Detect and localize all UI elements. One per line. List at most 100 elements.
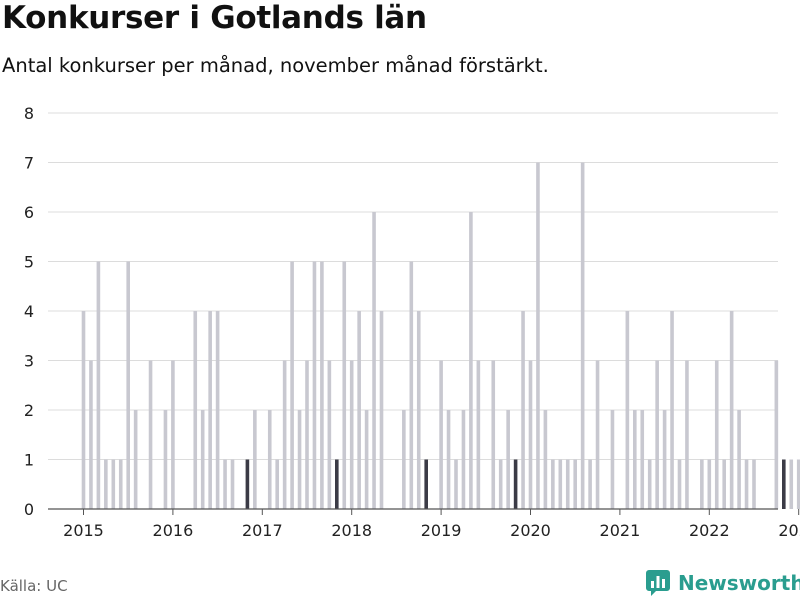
bar	[133, 410, 138, 509]
bar	[737, 410, 741, 509]
bar	[215, 311, 220, 509]
bar	[282, 360, 287, 509]
y-tick-label: 8	[24, 104, 34, 123]
bar	[677, 459, 682, 509]
x-tick-label: 2017	[242, 521, 283, 540]
x-tick-label: 2018	[331, 521, 372, 540]
bar	[297, 410, 302, 509]
bar	[104, 459, 108, 509]
brand-name: Newsworthy	[678, 571, 800, 595]
x-tick-label: 2023	[778, 521, 800, 540]
bar	[320, 261, 324, 509]
bar	[349, 360, 354, 509]
bar	[148, 360, 153, 509]
bar	[81, 311, 86, 509]
bar	[647, 459, 652, 509]
bar	[640, 410, 645, 509]
bar	[625, 311, 630, 509]
bar	[595, 360, 600, 509]
bar	[700, 459, 704, 509]
bar	[491, 360, 496, 509]
bar	[253, 410, 257, 509]
bar	[744, 459, 749, 509]
bar	[536, 162, 540, 509]
bar	[223, 459, 227, 509]
bar	[513, 459, 518, 509]
newsworthy-logo-icon	[646, 570, 670, 596]
y-tick-label: 5	[24, 253, 34, 272]
bar	[357, 311, 361, 509]
y-tick-label: 0	[24, 500, 34, 519]
bar	[446, 410, 451, 509]
bar	[118, 459, 123, 509]
bar	[782, 459, 786, 509]
bar	[469, 212, 473, 509]
bar	[275, 459, 279, 509]
bar	[402, 410, 406, 509]
y-tick-label: 1	[24, 451, 34, 470]
bar	[335, 459, 339, 509]
bar	[610, 410, 615, 509]
bar	[722, 459, 726, 509]
bar	[230, 459, 235, 509]
y-tick-label: 7	[24, 154, 34, 173]
bar	[752, 459, 756, 509]
bar	[774, 360, 779, 509]
bar	[662, 410, 667, 509]
bar	[729, 311, 734, 509]
bar	[312, 261, 317, 509]
bar	[685, 360, 689, 509]
bar	[200, 410, 205, 509]
bar	[245, 459, 250, 509]
x-tick-label: 2020	[510, 521, 551, 540]
bar	[379, 311, 384, 509]
bar	[439, 360, 443, 509]
bar	[461, 410, 466, 509]
bar	[633, 410, 637, 509]
bar	[163, 410, 168, 509]
x-tick-label: 2019	[421, 521, 462, 540]
chart-subtitle: Antal konkurser per månad, november måna…	[2, 54, 549, 77]
bar	[454, 459, 458, 509]
bar	[126, 261, 130, 509]
bar	[372, 212, 376, 509]
bar	[573, 459, 577, 509]
bar	[789, 459, 794, 509]
x-tick-label: 2021	[600, 521, 641, 540]
x-tick-label: 2015	[63, 521, 104, 540]
source-note: Källa: UC	[0, 577, 68, 595]
bar	[707, 459, 712, 509]
bar	[208, 311, 212, 509]
bar	[543, 410, 548, 509]
bar	[521, 311, 525, 509]
bar	[580, 162, 585, 509]
bar	[655, 360, 659, 509]
chart-title: Konkurser i Gotlands län	[2, 0, 427, 36]
bar	[342, 261, 347, 509]
bar	[476, 360, 481, 509]
bar	[424, 459, 428, 509]
bar	[558, 459, 563, 509]
bar	[193, 311, 198, 509]
bar	[588, 459, 592, 509]
bar	[327, 360, 332, 509]
bar	[409, 261, 414, 509]
y-tick-label: 3	[24, 352, 34, 371]
bar	[89, 360, 93, 509]
bar	[111, 459, 116, 509]
bar	[670, 311, 674, 509]
bar	[416, 311, 421, 509]
y-tick-label: 6	[24, 203, 34, 222]
bar	[528, 360, 533, 509]
bar	[714, 360, 719, 509]
y-tick-label: 2	[24, 401, 34, 420]
x-tick-label: 2016	[153, 521, 194, 540]
bar	[551, 459, 555, 509]
bar	[565, 459, 570, 509]
bar	[267, 410, 272, 509]
newsworthy-brand[interactable]: Newsworthy	[646, 570, 800, 596]
bar	[290, 261, 294, 509]
bar	[96, 261, 101, 509]
x-tick-label: 2022	[689, 521, 730, 540]
